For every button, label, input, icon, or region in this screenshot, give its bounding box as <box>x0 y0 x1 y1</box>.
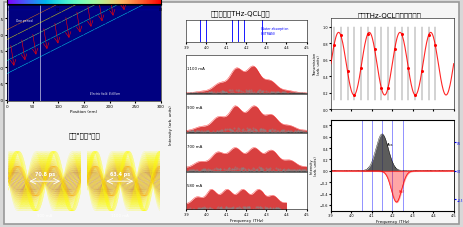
Text: 匀质、宽谱THz-QCL频梳: 匀质、宽谱THz-QCL频梳 <box>211 11 270 17</box>
Text: Intensity (arb. units): Intensity (arb. units) <box>169 105 174 144</box>
Text: One period: One period <box>16 19 32 23</box>
Text: Electric field: 8 kV/cm: Electric field: 8 kV/cm <box>90 91 119 95</box>
Text: 宽谱THz-QCL频梳成谱应用: 宽谱THz-QCL频梳成谱应用 <box>357 13 421 19</box>
Text: 连续覆盖330 GHz频率范围: 连续覆盖330 GHz频率范围 <box>208 26 272 32</box>
X-axis label: Position (nm): Position (nm) <box>70 110 98 114</box>
Text: 频梳"眼图"分析: 频梳"眼图"分析 <box>68 132 100 138</box>
